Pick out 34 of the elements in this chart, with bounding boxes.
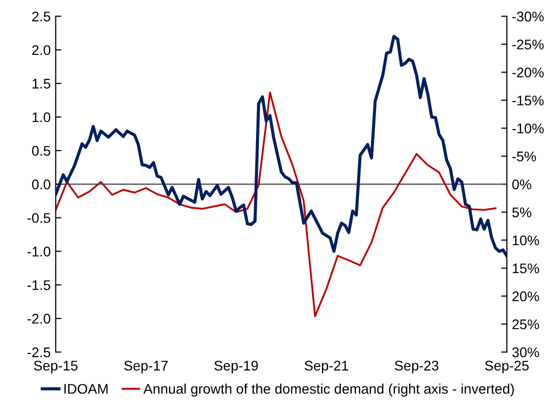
x-tick-label: Sep-15: [34, 360, 78, 374]
y-tick-label: -1.5: [28, 280, 50, 290]
y2-tick-label: 10%: [512, 235, 540, 246]
y2-tick-label: -20%: [512, 68, 544, 78]
y-tick-label: 1.0: [32, 112, 50, 122]
y-tick-label: -2.5: [28, 347, 50, 358]
y-tick-label: 2.0: [32, 45, 50, 56]
y-tick-label: -1.0: [28, 246, 50, 256]
y2-tick-label: -10%: [512, 124, 544, 134]
y2-tick-label: 25%: [512, 319, 540, 330]
y-tick-label: 0.0: [32, 180, 50, 190]
y-tick-label: 1.5: [32, 78, 50, 89]
x-tick-label: Sep-21: [304, 360, 348, 374]
y-tick-label: 2.5: [32, 12, 50, 22]
y-tick-label: 0.5: [32, 146, 50, 156]
y2-tick-label: 0%: [512, 180, 532, 190]
y2-tick-label: -15%: [512, 96, 544, 106]
y2-tick-label: 5%: [512, 208, 532, 218]
y-tick-label: -2.0: [28, 314, 50, 324]
y2-tick-label: -30%: [512, 12, 544, 22]
y2-tick-label: 20%: [512, 291, 540, 302]
y2-tick-label: -5%: [512, 152, 536, 162]
line-series: [56, 91, 496, 318]
x-tick-label: Sep-19: [214, 360, 258, 374]
x-tick-label: Sep-23: [394, 360, 438, 374]
line-series: [56, 34, 507, 258]
legend-label: IDOAM: [64, 384, 108, 394]
x-tick-label: Sep-25: [485, 360, 529, 374]
legend-label: Annual growth of the domestic demand (right axis - inverted): [143, 384, 514, 397]
y2-tick-label: 15%: [512, 264, 540, 274]
y2-tick-label: -25%: [512, 40, 544, 50]
y2-tick-label: 30%: [512, 347, 540, 358]
y-tick-label: -0.5: [28, 213, 50, 223]
x-tick-label: Sep-17: [124, 360, 168, 374]
